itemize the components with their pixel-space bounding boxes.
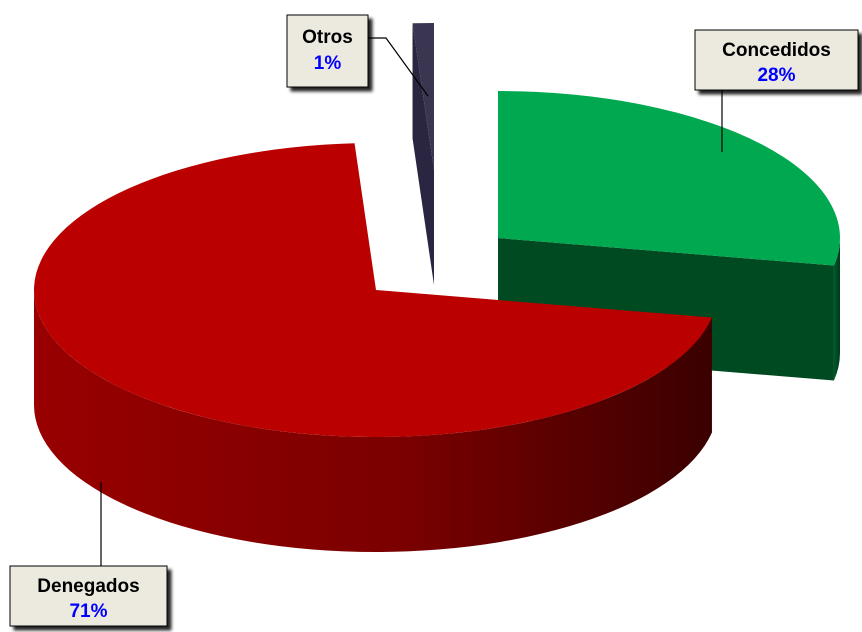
callout-denegados-name: Denegados — [37, 576, 139, 597]
slice-otros — [412, 23, 434, 286]
callout-concedidos: Concedidos 28% — [694, 29, 859, 91]
slice-denegados — [34, 143, 712, 552]
callout-concedidos-pct: 28% — [757, 65, 795, 86]
slice-concedidos-side — [833, 238, 840, 381]
slice-denegados-top — [34, 143, 712, 438]
callout-otros-name: Otros — [302, 27, 353, 48]
callout-otros: Otros 1% — [286, 14, 369, 88]
slice-denegados-side — [34, 290, 712, 552]
callout-denegados-pct: 71% — [69, 601, 107, 622]
slice-otros-top — [412, 23, 434, 170]
leader-lines — [100, 37, 723, 570]
slices-layer — [34, 23, 841, 552]
callout-concedidos-box — [694, 29, 859, 91]
slice-otros-wall — [412, 23, 434, 286]
callout-denegados: Denegados 71% — [9, 565, 168, 627]
slice-concedidos-top — [498, 91, 841, 266]
callout-denegados-box — [9, 565, 168, 627]
callout-otros-pct: 1% — [314, 53, 342, 74]
leader-line-otros — [368, 37, 429, 97]
callout-otros-box — [286, 14, 369, 88]
callout-concedidos-name: Concedidos — [722, 40, 831, 61]
